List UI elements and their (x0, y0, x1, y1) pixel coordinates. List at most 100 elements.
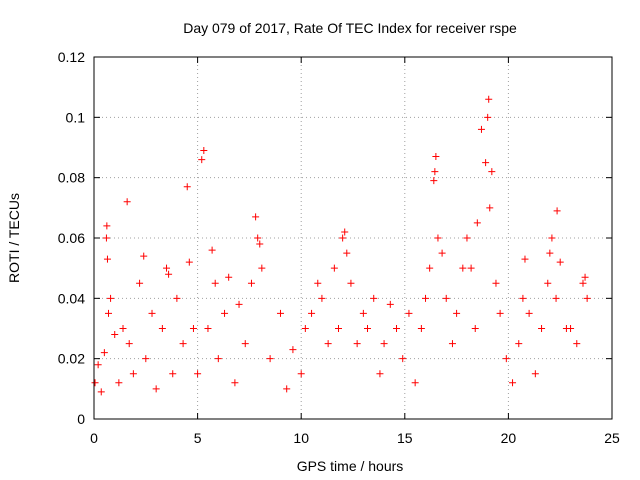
data-point (258, 264, 266, 272)
data-point (214, 355, 222, 363)
data-point (200, 147, 208, 155)
data-point (100, 349, 108, 357)
y-tick-label: 0.08 (58, 170, 85, 186)
data-point (123, 198, 131, 206)
data-point (471, 325, 479, 332)
data-point (488, 168, 496, 176)
grid-lines (94, 57, 612, 419)
data-point (515, 340, 523, 348)
data-point (579, 279, 587, 287)
data-point (289, 346, 297, 354)
data-point (105, 309, 113, 317)
data-point (484, 113, 492, 121)
y-tick-label: 0.04 (58, 290, 85, 306)
data-point (496, 309, 504, 317)
data-point (386, 300, 394, 308)
data-point (301, 325, 309, 332)
data-point (94, 361, 102, 369)
data-point (567, 325, 575, 332)
axis-ticks: 0 5 10 15 20 25 0 0.02 0.04 0.06 0.08 0.1 0.12 (58, 49, 620, 446)
data-point (241, 340, 249, 348)
y-tick-label: 0.02 (58, 351, 85, 367)
data-point (183, 183, 191, 191)
data-point (283, 385, 291, 393)
y-tick-label: 0.1 (66, 109, 86, 125)
x-tick-label: 10 (293, 430, 309, 446)
data-point (179, 340, 187, 348)
data-point (103, 255, 111, 263)
data-point (173, 294, 181, 302)
data-point (194, 370, 202, 378)
data-point (247, 279, 255, 287)
data-point (148, 309, 156, 317)
data-point (538, 325, 546, 332)
data-point (364, 325, 372, 332)
data-point (411, 379, 419, 387)
data-point (519, 294, 527, 302)
data-point (485, 95, 493, 103)
data-point (448, 340, 456, 348)
data-point (324, 340, 332, 348)
data-point (492, 279, 500, 287)
data-point (189, 325, 197, 332)
data-point (473, 219, 481, 227)
data-point (343, 249, 351, 257)
x-tick-label: 20 (501, 430, 517, 446)
data-point (431, 168, 439, 176)
data-point (235, 300, 243, 308)
data-point (152, 385, 160, 393)
data-point (276, 309, 284, 317)
data-point (140, 252, 148, 260)
data-point (136, 279, 144, 287)
data-point (318, 294, 326, 302)
data-point (477, 125, 485, 133)
data-point (525, 309, 533, 317)
data-point (376, 370, 384, 378)
data-point (583, 294, 591, 302)
data-point (308, 309, 316, 317)
data-point (422, 294, 430, 302)
data-point (339, 234, 347, 242)
data-point (91, 379, 99, 387)
x-tick-label: 5 (194, 430, 202, 446)
data-point (463, 234, 471, 242)
data-point (552, 294, 560, 302)
data-point (502, 355, 510, 363)
data-point (103, 222, 111, 230)
data-point (581, 273, 589, 281)
data-point (544, 279, 552, 287)
data-point (297, 370, 305, 378)
data-point (330, 264, 338, 272)
data-point (553, 207, 561, 215)
data-point (426, 264, 434, 272)
data-point (256, 240, 264, 248)
data-point (432, 153, 440, 161)
data-point (486, 204, 494, 212)
data-point (165, 270, 173, 278)
data-point (405, 309, 413, 317)
data-point (208, 246, 216, 254)
data-point (434, 234, 442, 242)
data-point (521, 255, 529, 263)
y-tick-label: 0 (77, 411, 85, 427)
x-axis-label: GPS time / hours (297, 458, 404, 474)
data-point (111, 331, 119, 339)
data-point (453, 309, 461, 317)
data-point (107, 294, 115, 302)
data-point (314, 279, 322, 287)
data-point (211, 279, 219, 287)
data-point (341, 228, 349, 236)
data-point (531, 370, 539, 378)
y-axis-label: ROTI / TECUs (6, 193, 22, 283)
data-point (102, 234, 110, 242)
data-point (442, 294, 450, 302)
data-point (393, 325, 401, 332)
data-point (482, 159, 490, 167)
data-point (417, 325, 425, 332)
data-point (459, 264, 467, 272)
data-point (115, 379, 123, 387)
data-point (438, 249, 446, 257)
data-point (334, 325, 342, 332)
data-point (347, 279, 355, 287)
